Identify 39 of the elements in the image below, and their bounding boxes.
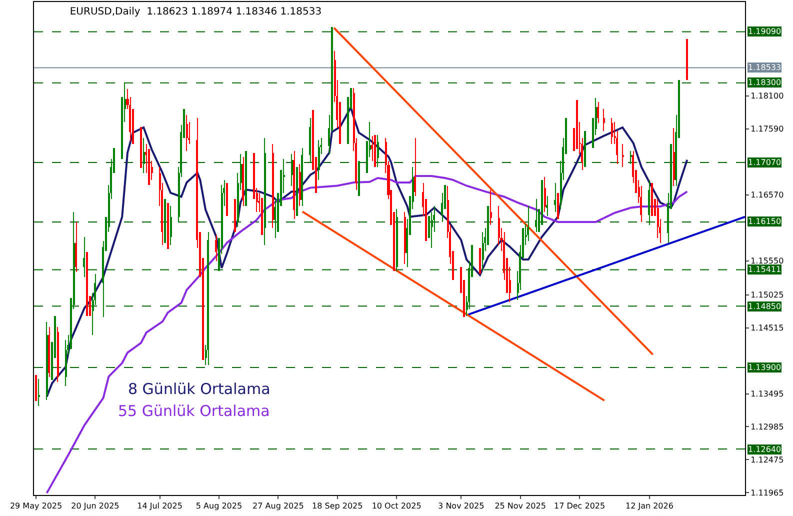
- ref-line-label: 1.12640: [748, 445, 782, 454]
- x-tick-label: 17 Dec 2025: [554, 502, 606, 511]
- y-tick-label: 1.11965: [750, 488, 784, 498]
- x-tick-label: 27 Aug 2025: [252, 502, 304, 511]
- y-tick-label: 1.14515: [750, 324, 784, 333]
- ref-line-label: 1.16150: [748, 217, 782, 226]
- x-tick-label: 12 Jan 2026: [625, 502, 674, 511]
- y-tick-label: 1.12985: [750, 422, 784, 432]
- ref-line-label: 1.14850: [748, 302, 782, 311]
- y-tick-label: 1.17590: [750, 124, 784, 134]
- series-label: 55 Günlük Ortalama: [118, 402, 270, 420]
- ref-line-label: 1.18533: [748, 63, 782, 72]
- line-series: [46, 175, 688, 494]
- x-tick-label: 29 May 2025: [10, 502, 62, 511]
- x-tick-label: 20 Jun 2025: [71, 502, 120, 511]
- ref-line-label: 1.19090: [748, 27, 782, 36]
- ref-line-label: 1.13900: [748, 363, 782, 372]
- y-tick-label: 1.16570: [750, 190, 784, 200]
- x-tick-label: 10 Oct 2025: [372, 502, 422, 511]
- ref-line-label: 1.18300: [748, 78, 782, 87]
- candlestick: [622, 144, 624, 167]
- line-series: [46, 106, 688, 398]
- ref-line-label: 1.17070: [748, 158, 782, 167]
- candlestick: [686, 39, 688, 80]
- x-tick-label: 18 Sep 2025: [312, 502, 363, 511]
- y-tick-label: 1.15025: [750, 290, 784, 300]
- x-tick-label: 25 Nov 2025: [494, 502, 546, 511]
- candlestick: [38, 379, 40, 406]
- ref-line-label: 1.15411: [748, 265, 782, 274]
- x-tick-label: 3 Nov 2025: [438, 502, 484, 511]
- y-tick-label: 1.13495: [750, 390, 784, 399]
- x-tick-label: 5 Aug 2025: [196, 502, 242, 511]
- y-tick-label: 1.15550: [750, 256, 784, 266]
- y-tick-label: 1.18100: [750, 92, 784, 101]
- x-tick-label: 14 Jul 2025: [137, 502, 182, 511]
- candlestick: [557, 193, 559, 219]
- y-tick-label: 1.12475: [750, 456, 784, 465]
- text: 8 Günlük Ortalama: [128, 380, 270, 398]
- text: EURUSD,Daily 1.18623 1.18974 1.18346 1.18533: [70, 6, 322, 18]
